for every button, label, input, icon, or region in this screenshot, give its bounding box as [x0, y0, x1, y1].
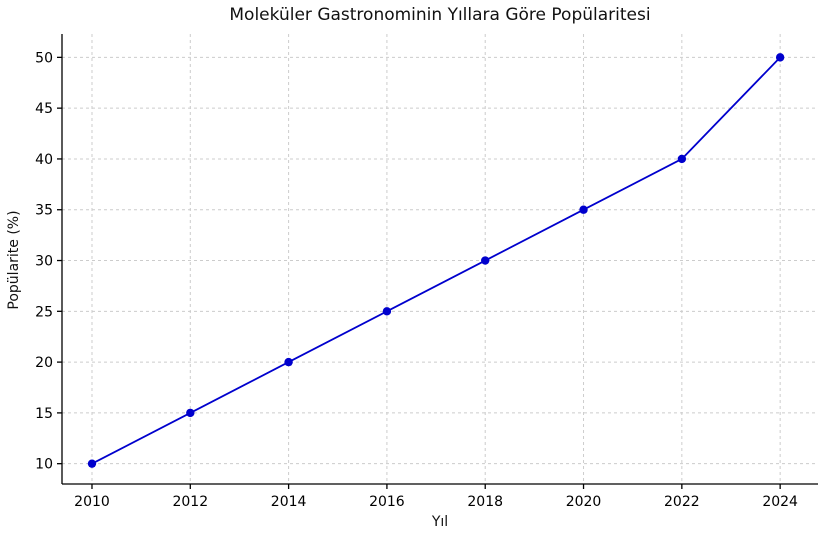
data-point — [775, 53, 785, 62]
data-point — [284, 357, 293, 367]
x-tick-label: 2024 — [762, 494, 798, 510]
grid-lines — [62, 34, 818, 484]
y-tick-label: 45 — [35, 101, 53, 117]
y-tick-labels: 10 15 20 25 30 35 40 45 50 — [35, 50, 53, 472]
y-tick-label: 25 — [35, 304, 53, 320]
y-tick-label: 15 — [35, 406, 53, 422]
data-point — [677, 154, 687, 164]
y-tick-label: 30 — [35, 254, 53, 270]
y-tick-label: 20 — [35, 355, 53, 371]
data-point — [186, 408, 195, 418]
data-point — [481, 256, 490, 265]
x-tick-label: 2016 — [369, 494, 405, 510]
data-point — [87, 459, 97, 468]
y-tick-label: 10 — [35, 457, 53, 473]
y-tick-label: 40 — [35, 152, 53, 168]
x-tick-label: 2014 — [271, 494, 307, 510]
y-tick-label: 50 — [35, 50, 53, 66]
axes-spines — [57, 34, 818, 489]
x-tick-label: 2022 — [664, 494, 700, 510]
x-axis-label: Yıl — [431, 514, 449, 530]
x-tick-labels: 2010 2012 2014 2016 2018 2020 2022 2024 — [74, 494, 798, 510]
x-tick-label: 2010 — [74, 494, 110, 510]
data-point — [382, 307, 392, 316]
x-tick-label: 2020 — [566, 494, 602, 510]
y-tick-label: 35 — [35, 203, 53, 219]
series-line — [91, 56, 782, 465]
data-points — [87, 53, 785, 468]
chart-title: Moleküler Gastronominin Yıllara Göre Pop… — [229, 5, 651, 25]
data-point — [579, 205, 588, 214]
x-tick-label: 2018 — [467, 494, 503, 510]
x-tick-label: 2012 — [172, 494, 208, 510]
